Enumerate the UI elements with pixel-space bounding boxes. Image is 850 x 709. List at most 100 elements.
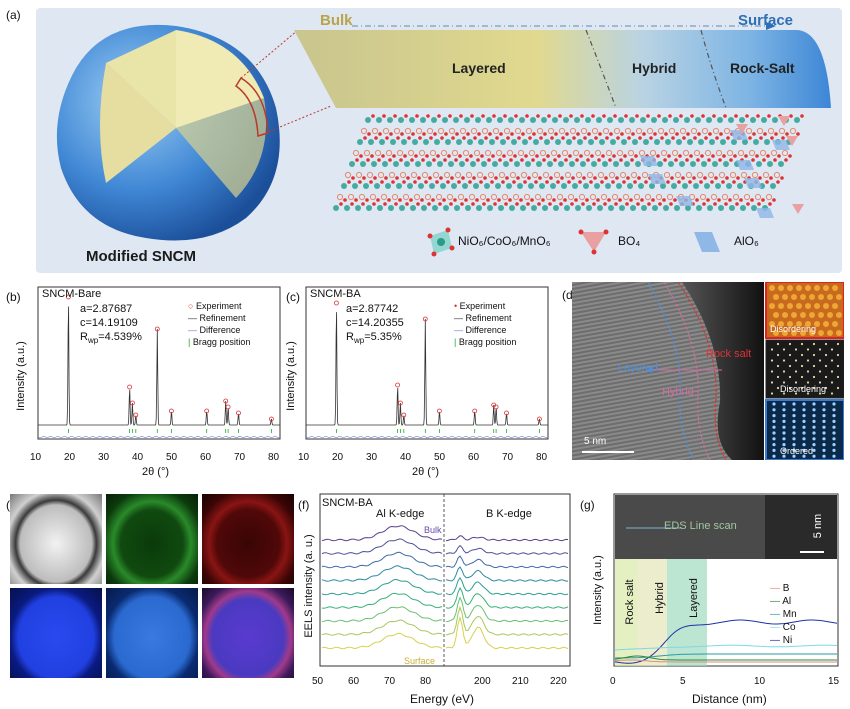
map-red [202, 494, 294, 584]
lattice-na-site [531, 171, 539, 179]
lattice-oxygen [736, 176, 740, 180]
atom-column [822, 454, 826, 458]
lattice-oxygen [466, 132, 470, 136]
lattice-oxygen [461, 176, 465, 180]
atom-column [832, 419, 836, 423]
lattice-tm-atom [352, 183, 358, 189]
lattice-tm-atom [737, 183, 743, 189]
al-edge-spectrum [321, 538, 443, 555]
stem-hybrid: Hybrid [662, 386, 694, 398]
lattice-na-site [462, 149, 470, 157]
lattice-na-site [666, 193, 674, 201]
surface-label: Surface [738, 12, 794, 29]
lattice-oxygen [471, 202, 475, 206]
lattice-tm-atom [621, 139, 627, 145]
lattice-tm-atom [720, 139, 726, 145]
b-edge-spectrum [445, 576, 569, 596]
lattice-oxygen [420, 198, 424, 202]
lattice-oxygen [447, 154, 451, 158]
lattice-oxygen [780, 176, 784, 180]
lattice-na-site [550, 149, 558, 157]
map-cyan [106, 588, 198, 678]
lattice-oxygen [389, 132, 393, 136]
lattice-tm-atom [602, 161, 608, 167]
atom-column [772, 454, 776, 458]
lattice-oxygen [370, 154, 374, 158]
inset-disordering-1 [765, 282, 844, 339]
lattice-oxygen [392, 154, 396, 158]
lattice-oxygen [519, 198, 523, 202]
legend-mn: — Mn [770, 609, 797, 620]
lattice-tm-atom [410, 205, 416, 211]
lattice-oxygen [497, 198, 501, 202]
lattice-oxygen [484, 136, 488, 140]
lattice-tm-atom [618, 117, 624, 123]
lattice-oxygen [675, 132, 679, 136]
al-edge-spectrum [321, 606, 443, 623]
lattice-tm-atom [390, 139, 396, 145]
lattice-oxygen [459, 114, 463, 118]
lattice-tm-atom [654, 139, 660, 145]
atom-column [822, 408, 826, 412]
atom-column [812, 386, 816, 390]
lattice-na-site [377, 171, 385, 179]
lattice-oxygen [433, 132, 437, 136]
lattice-oxygen [378, 132, 382, 136]
legend-octa-text: NiO₆/CoO₆/MnO₆ [458, 234, 551, 248]
lattice-tm-atom [580, 161, 586, 167]
lattice-oxygen [488, 132, 492, 136]
lattice-oxygen [442, 198, 446, 202]
lattice-oxygen [729, 158, 733, 162]
lattice-oxygen [757, 202, 761, 206]
lattice-oxygen [777, 154, 781, 158]
atom-column [830, 381, 834, 384]
legend-difference: — Difference [188, 325, 241, 335]
lattice-oxygen [712, 114, 716, 118]
lattice-oxygen [359, 154, 363, 158]
lattice-na-site [564, 171, 572, 179]
lattice-na-site [770, 149, 778, 157]
lattice-tm-atom [420, 117, 426, 123]
lattice-oxygen [704, 136, 708, 140]
lattice-na-site [388, 171, 396, 179]
lattice-na-site [732, 193, 740, 201]
lattice-oxygen [677, 180, 681, 184]
lattice-na-site [545, 193, 553, 201]
lattice-oxygen [403, 154, 407, 158]
lattice-na-site [536, 127, 544, 135]
lattice-oxygen [608, 158, 612, 162]
lattice-oxygen [769, 176, 773, 180]
layered-label: Layered [452, 60, 506, 76]
lattice-tm-atom [456, 139, 462, 145]
eels-sample: SNCM-BA [322, 497, 373, 509]
atom-column [770, 381, 774, 384]
lattice-na-site [641, 171, 649, 179]
lattice-tm-atom [698, 139, 704, 145]
atom-column [770, 348, 774, 351]
atom-column [788, 375, 792, 379]
atom-column [822, 419, 826, 423]
atom-column [818, 348, 822, 351]
lattice-tm-atom [409, 117, 415, 123]
lattice-na-site [622, 193, 630, 201]
lattice-oxygen [637, 176, 641, 180]
atom-column [792, 425, 796, 429]
lattice-oxygen [575, 158, 579, 162]
lattice-na-site [470, 127, 478, 135]
lattice-oxygen [647, 202, 651, 206]
stem-rock-salt: Rock salt [706, 348, 752, 360]
lattice-tm-atom [365, 117, 371, 123]
region-label-layered: Layered [688, 578, 700, 618]
experiment-point [130, 400, 135, 406]
lattice-tm-atom [349, 161, 355, 167]
lattice-na-site [679, 127, 687, 135]
atom-column [806, 381, 810, 384]
lattice-tm-atom [530, 117, 536, 123]
lattice-oxygen [446, 180, 450, 184]
lattice-oxygen [690, 114, 694, 118]
lattice-oxygen [572, 136, 576, 140]
experiment-point [436, 408, 442, 414]
lattice-na-site [602, 127, 610, 135]
lattice-oxygen [767, 114, 771, 118]
lattice-oxygen [681, 176, 685, 180]
